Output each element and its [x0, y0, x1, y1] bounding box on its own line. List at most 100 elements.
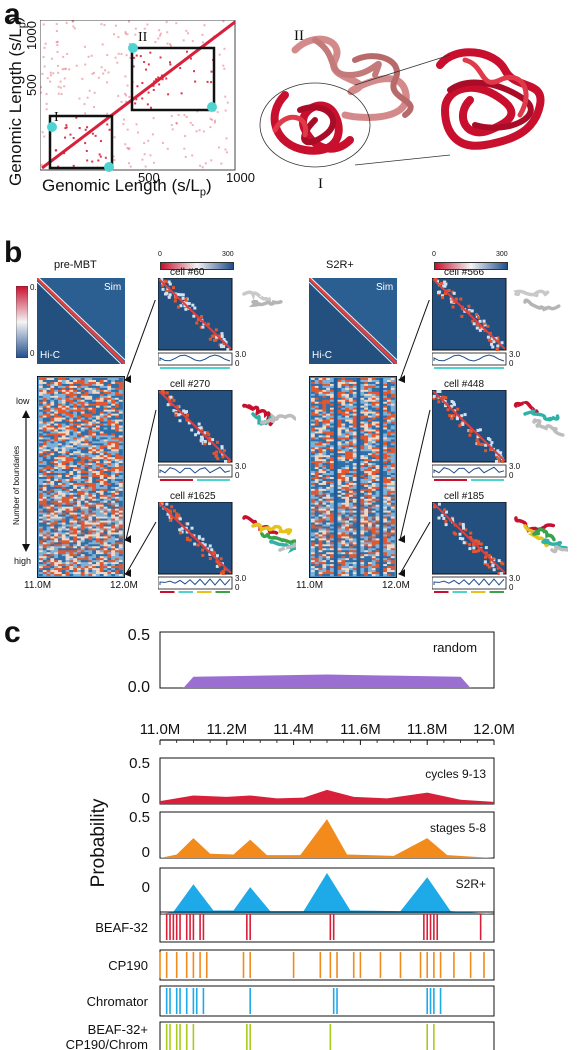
structure-label-I: I [318, 176, 323, 192]
chip-label: BEAF-32 [95, 920, 148, 935]
cell-pointer-arrow [398, 409, 431, 543]
chip-peak [175, 914, 178, 940]
probability-chart: random 0.5 0.0 11.0M 11.2M 11.4M 11.6M 11.8M 12.… [66, 627, 515, 1050]
track-label: S2R+ [456, 877, 486, 891]
hic-map-right [309, 278, 397, 364]
chip-peak [336, 952, 338, 978]
chip-peak [165, 914, 168, 940]
chip-peak [426, 914, 428, 940]
chip-peak [199, 914, 201, 940]
chip-peak [439, 952, 442, 978]
marker-point [47, 122, 57, 132]
chip-peak [329, 1024, 332, 1050]
boundary-heatmap-left [37, 376, 125, 578]
chip-peak [469, 952, 472, 978]
cell-pointer-arrow [398, 300, 430, 383]
chip-peak [336, 988, 338, 1014]
chip-peak [433, 1024, 435, 1050]
cell-polymer-structure [242, 515, 296, 554]
chip-label: CP190 [108, 958, 148, 973]
chip-frame [159, 1021, 495, 1050]
tick-x-1000: 1000 [226, 170, 255, 185]
panel-label-a: a [4, 0, 21, 31]
cell-contact-map [432, 502, 507, 593]
cell-axis-bottom: 0 [235, 471, 240, 480]
chip-peak [249, 914, 251, 940]
cell-contact-map [432, 390, 507, 481]
chip-peak [439, 988, 442, 1014]
low-label: low [16, 396, 30, 406]
chip-peak [195, 988, 198, 1014]
cell-axis-bottom: 0 [235, 359, 240, 368]
title-pre-mbt: pre-MBT [54, 259, 97, 271]
cell-axis-top: 3.0 [509, 462, 521, 471]
track-ytick: 0 [142, 790, 150, 807]
chip-peak [329, 914, 332, 940]
chip-peak [185, 952, 188, 978]
chip-peak [165, 1024, 168, 1050]
cell-pointer-arrow [124, 300, 156, 383]
x-tick-label: 12.0M [473, 721, 515, 738]
cell-contact-map [432, 278, 507, 369]
cell-polymer-structure [242, 403, 296, 427]
chip-frame [159, 911, 495, 943]
y-axis-title: Probability [88, 798, 109, 887]
cell-pointer-arrow [124, 521, 157, 577]
chip-peak [352, 952, 355, 978]
chip-peak [332, 914, 335, 940]
chip-peak [292, 952, 295, 978]
chip-peak [249, 988, 251, 1014]
cell-polymer-structure [513, 400, 565, 437]
cell-contact-map [158, 502, 233, 593]
marker-point [128, 43, 138, 53]
x-start-left: 11.0M [24, 580, 52, 591]
series-area [160, 789, 494, 804]
cell-axis-bottom: 0 [509, 583, 514, 592]
x-tick-label: 11.2M [207, 721, 248, 738]
scale-max-left: 300 [222, 251, 234, 258]
x-tick-label: 11.4M [273, 721, 314, 738]
scale-min-left: 0 [158, 251, 162, 258]
cell-axis-top: 3.0 [235, 574, 247, 583]
chip-peak [246, 1024, 248, 1050]
chip-peak [483, 952, 485, 978]
domain-label-I: I [54, 110, 59, 125]
chip-frame [159, 949, 495, 981]
x-start-right: 11.0M [296, 580, 324, 591]
chip-peak [426, 988, 428, 1014]
title-s2r: S2R+ [326, 259, 354, 271]
x-end-right: 12.0M [382, 580, 410, 591]
chip-peak [175, 952, 178, 978]
x-axis-title: Genomic Length (s/Lp) [42, 176, 212, 199]
tick-x-500: 500 [138, 170, 160, 185]
cell-contact-map [158, 390, 233, 481]
cell-contact-map [158, 278, 233, 369]
scale-min-right: 0 [432, 251, 436, 258]
random-ytick: 0.0 [128, 679, 150, 696]
chip-label: CP190/Chrom [66, 1037, 148, 1050]
panel-label-c: c [4, 616, 21, 649]
y-axis-title: Genomic Length (s/Lp) [6, 16, 29, 186]
cell-label: cell #60 [170, 267, 205, 278]
sim-label-right: Sim [376, 282, 394, 293]
x-tick-label: 11.0M [140, 721, 181, 738]
chip-peak [165, 988, 168, 1014]
cell-polymer-structure [514, 516, 568, 554]
chip-peak [329, 952, 332, 978]
chip-peak [453, 952, 455, 978]
marker-point [207, 102, 217, 112]
chip-peak [175, 1024, 178, 1050]
cell-axis-bottom: 0 [509, 471, 514, 480]
chip-peak [192, 952, 195, 978]
chip-peak [479, 914, 482, 940]
boundaries-axis-title: Number of boundaries [12, 445, 21, 525]
chip-peak [433, 914, 435, 940]
chip-peak [185, 988, 188, 1014]
chip-peak [169, 988, 171, 1014]
cell-axis-bottom: 0 [509, 359, 514, 368]
chip-peak [192, 1024, 195, 1050]
chip-peak [423, 914, 425, 940]
cell-axis-top: 3.0 [235, 350, 247, 359]
chip-peak [169, 1024, 171, 1050]
chip-peak [426, 1024, 428, 1050]
